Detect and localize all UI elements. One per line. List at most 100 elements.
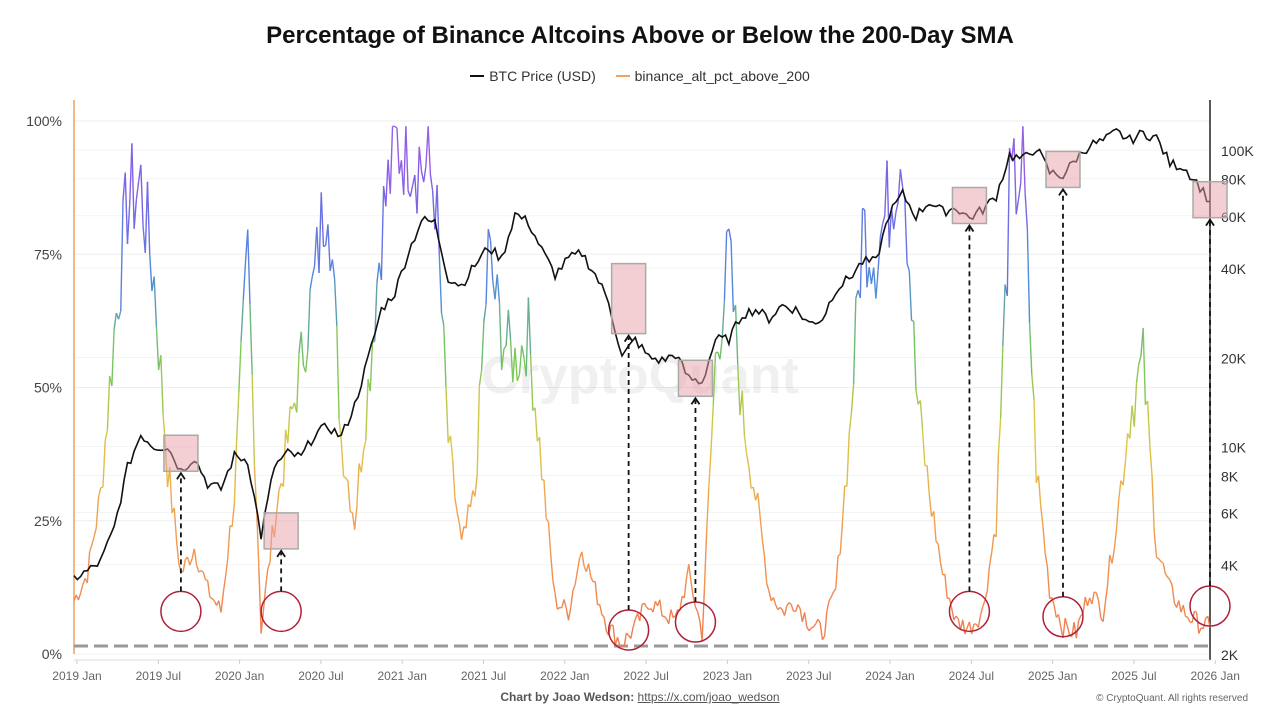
alt-pct-segment <box>1080 613 1084 617</box>
alt-pct-segment <box>1028 322 1033 375</box>
alt-pct-segment <box>779 606 783 611</box>
alt-pct-segment <box>516 374 521 382</box>
highlight-circle <box>1189 585 1231 627</box>
alt-pct-segment <box>218 600 222 613</box>
alt-pct-segment <box>198 570 202 573</box>
alt-pct-segment <box>641 602 645 606</box>
alt-pct-segment <box>623 632 628 647</box>
alt-pct-segment <box>1151 476 1156 534</box>
alt-pct-segment <box>821 635 826 641</box>
alt-pct-segment <box>505 309 510 346</box>
alt-pct-segment <box>472 490 476 497</box>
alt-pct-segment <box>1175 600 1180 608</box>
alt-pct-segment <box>189 558 193 566</box>
alt-pct-segment <box>454 497 458 513</box>
alt-pct-segment <box>249 304 253 375</box>
alt-pct-segment <box>91 536 95 546</box>
alt-pct-segment <box>1013 138 1017 215</box>
alt-pct-segment <box>340 441 345 477</box>
alt-pct-segment <box>875 270 879 299</box>
alt-pct-segment <box>1149 445 1153 477</box>
chart-title: Percentage of Binance Altcoins Above or … <box>266 22 1014 49</box>
alt-pct-segment <box>131 143 135 229</box>
alt-pct-segment <box>1093 591 1097 594</box>
alt-pct-segment <box>356 463 360 507</box>
alt-pct-segment <box>734 305 739 366</box>
alt-pct-segment <box>316 226 320 274</box>
alt-pct-segment <box>1040 505 1044 526</box>
alt-pct-segment <box>605 630 610 636</box>
alt-pct-segment <box>1153 532 1158 558</box>
alt-pct-segment <box>1185 615 1188 618</box>
alt-pct-segment <box>1062 617 1066 639</box>
alt-pct-segment <box>1006 148 1011 296</box>
legend-swatch-alt <box>615 75 630 77</box>
alt-pct-segment <box>166 467 171 488</box>
alt-pct-segment <box>353 506 358 530</box>
alt-pct-segment <box>378 262 383 281</box>
alt-pct-segment <box>870 267 875 285</box>
alt-pct-segment <box>86 551 91 584</box>
alt-pct-segment <box>157 354 162 371</box>
alt-pct-segment <box>267 561 271 570</box>
alt-pct-segment <box>258 568 262 634</box>
alt-pct-segment <box>162 414 167 445</box>
alt-pct-segment <box>942 573 946 576</box>
alt-pct-segment <box>850 383 855 414</box>
alt-pct-segment <box>781 609 786 616</box>
highlight-circle <box>1042 595 1084 638</box>
alt-pct-segment <box>503 345 507 350</box>
alt-pct-segment <box>358 463 363 473</box>
alt-pct-segment <box>525 297 530 377</box>
alt-pct-segment <box>721 300 726 339</box>
y-right-tick-label: 60K <box>1221 209 1247 225</box>
alt-pct-segment <box>864 210 868 288</box>
alt-pct-segment <box>300 331 305 366</box>
alt-pct-segment <box>788 602 792 605</box>
alt-pct-segment <box>1031 374 1035 400</box>
alt-pct-segment <box>959 619 964 631</box>
alt-pct-segment <box>278 483 282 491</box>
legend-label-btc: BTC Price (USD) <box>489 68 596 84</box>
alt-pct-segment <box>953 615 957 621</box>
legend-item-btc[interactable]: BTC Price (USD) <box>470 68 596 84</box>
alt-pct-segment <box>852 298 857 385</box>
alt-pct-segment <box>84 578 88 584</box>
alt-pct-segment <box>77 592 82 601</box>
alt-pct-segment <box>376 262 380 284</box>
alt-pct-segment <box>690 581 694 598</box>
alt-pct-segment <box>645 606 650 610</box>
alt-pct-segment <box>128 143 133 205</box>
x-tick-label: 2024 Jul <box>949 669 994 683</box>
alt-pct-segment <box>126 204 131 244</box>
alt-pct-segment <box>1026 229 1031 323</box>
alt-pct-segment <box>995 454 1000 537</box>
alt-pct-segment <box>160 355 164 415</box>
alt-pct-segment <box>915 390 919 405</box>
alt-pct-segment <box>590 576 594 583</box>
alt-pct-segment <box>563 599 567 609</box>
alt-pct-segment <box>1129 405 1133 439</box>
alt-pct-segment <box>80 583 84 594</box>
alt-pct-segment <box>979 606 984 616</box>
alt-pct-segment <box>349 510 353 514</box>
alt-pct-segment <box>737 365 741 416</box>
alt-pct-segment <box>857 289 861 299</box>
alt-pct-segment <box>1073 622 1078 639</box>
alt-pct-segment <box>1138 355 1142 365</box>
alt-pct-segment <box>812 623 817 628</box>
alt-pct-segment <box>639 604 643 622</box>
alt-pct-segment <box>977 614 982 628</box>
alt-pct-segment <box>587 563 592 577</box>
alt-pct-segment <box>1017 183 1022 200</box>
alt-pct-segment <box>1077 615 1082 622</box>
alt-pct-segment <box>581 551 585 567</box>
credit-link[interactable]: https://x.com/joao_wedson <box>637 690 780 704</box>
alt-pct-segment <box>603 617 608 632</box>
alt-pct-segment <box>507 309 512 341</box>
alt-pct-segment <box>213 600 218 606</box>
alt-pct-segment <box>133 199 138 229</box>
alt-pct-segment <box>202 571 207 580</box>
legend-item-alt[interactable]: binance_alt_pct_above_200 <box>615 68 810 84</box>
alt-pct-segment <box>380 186 385 281</box>
